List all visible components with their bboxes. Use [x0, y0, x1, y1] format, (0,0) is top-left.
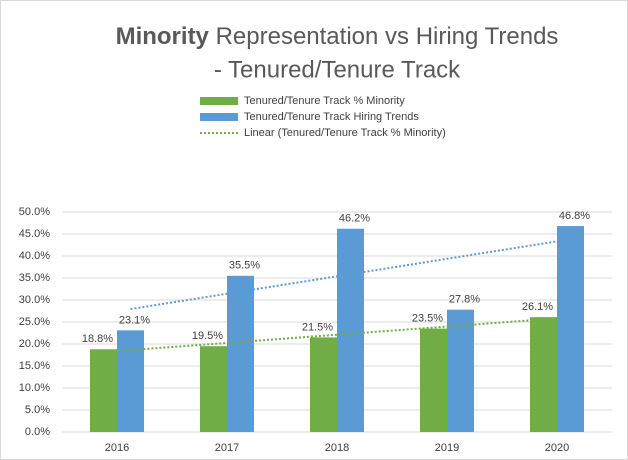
bar [530, 317, 557, 432]
y-tick-label: 20.0% [19, 338, 50, 350]
data-label: 21.5% [302, 321, 333, 333]
data-label: 19.5% [192, 330, 223, 342]
bar [557, 226, 584, 432]
bar [90, 349, 117, 432]
bar [117, 330, 144, 432]
data-label: 18.8% [82, 333, 113, 345]
x-tick-label: 2017 [215, 442, 239, 454]
bar [420, 328, 447, 432]
x-tick-label: 2018 [325, 442, 349, 454]
data-label: 46.8% [559, 210, 590, 222]
y-tick-label: 0.0% [25, 426, 50, 438]
y-tick-label: 15.0% [19, 360, 50, 372]
y-tick-label: 35.0% [19, 272, 50, 284]
data-label: 46.2% [339, 213, 370, 225]
y-tick-label: 40.0% [19, 250, 50, 262]
data-label: 23.1% [119, 314, 150, 326]
bar [447, 309, 474, 432]
y-tick-label: 5.0% [25, 404, 50, 416]
data-label: 27.8% [449, 294, 480, 306]
bar [200, 346, 227, 432]
trendline [103, 318, 544, 354]
legend-swatch [200, 97, 238, 105]
bar [337, 228, 364, 432]
x-tick-label: 2019 [435, 442, 459, 454]
data-label: 26.1% [522, 301, 553, 313]
legend-label: Tenured/Tenure Track Hiring Trends [244, 111, 419, 123]
title-rest: Representation vs Hiring Trends [216, 23, 559, 50]
y-tick-label: 45.0% [19, 228, 50, 240]
data-label: 23.5% [412, 313, 443, 325]
y-tick-label: 10.0% [19, 382, 50, 394]
title-bold: Minority [116, 23, 210, 50]
y-tick-label: 25.0% [19, 316, 50, 328]
bar [310, 337, 337, 432]
legend-swatch [200, 113, 238, 121]
chart-title: Minority Representation vs Hiring Trends [116, 23, 559, 50]
y-tick-label: 30.0% [19, 294, 50, 306]
legend-label: Linear (Tenured/Tenure Track % Minority) [244, 127, 446, 139]
y-tick-label: 50.0% [19, 206, 50, 218]
data-label: 35.5% [229, 260, 260, 272]
x-tick-label: 2020 [545, 442, 569, 454]
bar [227, 275, 254, 432]
legend-label: Tenured/Tenure Track % Minority [244, 95, 405, 107]
x-tick-label: 2016 [105, 442, 129, 454]
chart-subtitle: - Tenured/Tenure Track [214, 56, 461, 83]
